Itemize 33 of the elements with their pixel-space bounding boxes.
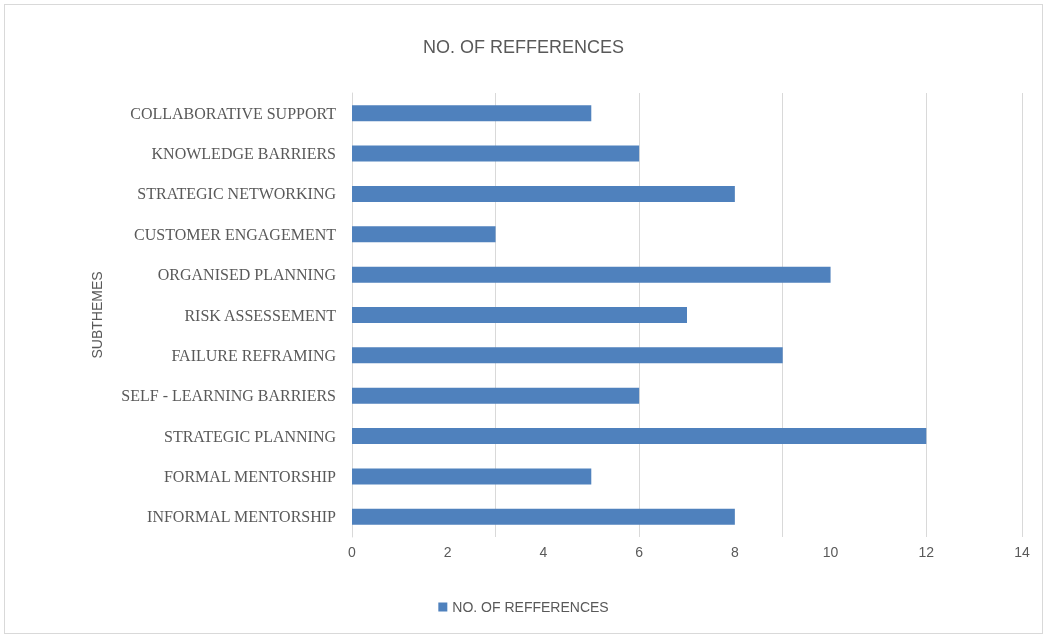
bar	[352, 307, 687, 323]
bar	[352, 387, 640, 404]
y-tick-label: ORGANISED PLANNING	[157, 266, 337, 284]
y-tick-label: COLLABORATIVE SUPPORT	[130, 104, 337, 122]
y-tick-label: KNOWLEDGE BARRIERS	[151, 145, 336, 163]
bar	[352, 508, 735, 525]
x-tick-label: 8	[730, 544, 739, 560]
bar	[352, 185, 735, 202]
bar	[352, 266, 831, 283]
x-tick-label: 14	[1014, 544, 1030, 560]
x-tick-label: 0	[348, 544, 357, 560]
y-tick-label: FAILURE REFRAMING	[171, 346, 337, 364]
chart-title: NO. OF REFFERENCES	[422, 37, 625, 57]
y-tick-label: FORMAL MENTORSHIP	[163, 467, 337, 485]
y-tick-label: CUSTOMER ENGAGEMENT	[134, 225, 337, 243]
bar	[352, 105, 592, 122]
x-tick-label: 6	[635, 544, 644, 560]
x-tick-label: 4	[539, 544, 548, 560]
x-tick-label: 12	[918, 544, 935, 560]
legend-label: NO. OF REFFERENCES	[452, 599, 609, 615]
y-tick-label: RISK ASSESSEMENT	[184, 306, 337, 324]
bar	[352, 347, 783, 364]
y-tick-label: STRATEGIC NETWORKING	[137, 185, 337, 203]
y-tick-label: SELF - LEARNING BARRIERS	[121, 387, 336, 405]
x-tick-label: 10	[822, 544, 839, 560]
bar	[352, 226, 496, 243]
bar	[352, 468, 592, 485]
y-tick-label: STRATEGIC PLANNING	[164, 427, 337, 445]
bar	[352, 145, 640, 162]
x-tick-label: 2	[443, 544, 452, 560]
y-tick-label: INFORMAL MENTORSHIP	[147, 508, 337, 526]
bar	[352, 428, 927, 445]
y-axis-title: SUBTHEMES	[89, 271, 105, 359]
